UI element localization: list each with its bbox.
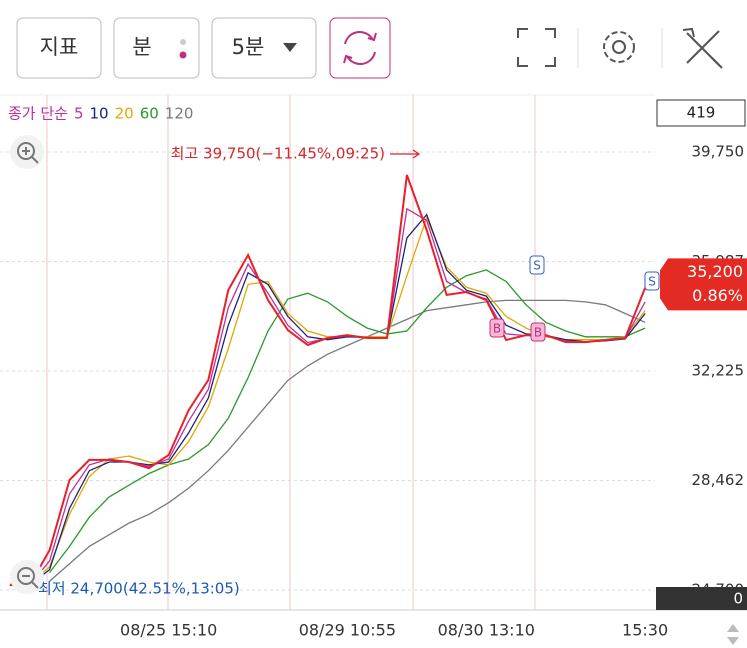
session-lines [46,95,536,610]
refresh-icon [343,30,377,66]
unit-label: 분 [132,35,151,59]
x-tick-label: 08/29 10:55 [299,621,396,640]
volume-top-box [656,99,746,127]
indicator-button[interactable] [16,17,102,79]
trade-marker [489,318,505,338]
trade-marker-label: B [493,322,501,336]
x-tick-label: 08/25 15:10 [120,621,217,640]
trade-marker-label: S [533,259,541,273]
indicator-label: 지표 [40,35,79,59]
zoom-out-button[interactable] [10,560,44,594]
y-tick-label: 32,225 [692,362,745,380]
trade-marker [644,271,660,291]
fullscreen-button[interactable] [517,28,556,67]
legend-title: 종가 단순 [8,105,68,123]
y-tick-label: 28,462 [692,471,745,489]
legend-entry: 5 [74,105,84,123]
ma-line [49,299,646,582]
trade-marker-label: S [648,275,656,289]
settings-button[interactable] [603,31,635,63]
volume-bottom-box [656,587,747,610]
high-arrow [390,149,421,159]
current-change-label: 0.86% [692,286,743,305]
volume-top-label: 419 [687,104,716,122]
current-price-box [660,258,747,311]
high-annotation: 최고 39,750(−11.45%,09:25) [171,145,385,163]
dot [179,51,187,59]
legend-entry: 60 [140,105,159,123]
ma-line [49,269,646,573]
trade-marker [529,255,545,275]
volume-bottom-label: 0 [733,590,743,608]
current-price-label: 35,200 [687,262,743,281]
y-tick-label: 39,750 [692,143,745,161]
x-tick-label: 08/30 13:10 [438,621,535,640]
grid [0,151,655,591]
trade-marker [530,322,546,342]
overlay: 최고 39,750(−11.45%,09:25) 최저 24,700(42.51%… [38,145,660,598]
tools-button[interactable] [682,27,723,69]
zoom-in-button[interactable] [10,135,44,169]
interval-button[interactable] [211,17,317,79]
refresh-button[interactable] [329,17,391,79]
scroll-arrows[interactable] [727,624,739,645]
dropdown-arrow [283,43,297,52]
low-annotation: 최저 24,700(42.51%,13:05) [38,580,240,598]
unit-button[interactable] [113,17,200,79]
trade-marker-label: B [534,326,542,340]
x-tick-label: 15:30 [622,621,668,640]
legend-entry: 20 [115,105,134,123]
interval-label: 5분 [232,35,265,59]
legend-entry: 10 [90,105,109,123]
dot [180,39,186,45]
legend-entry: 120 [165,105,194,123]
